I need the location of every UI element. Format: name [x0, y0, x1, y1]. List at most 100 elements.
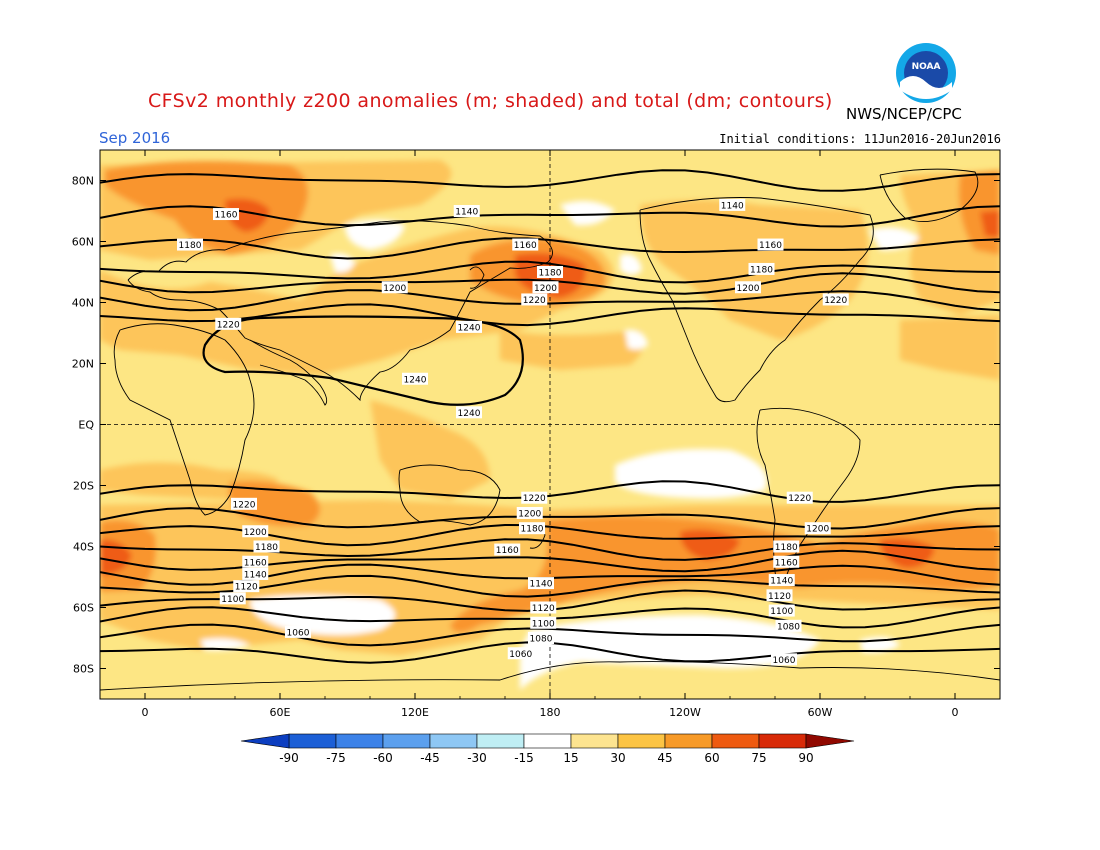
- contour-label: 1240: [404, 375, 427, 385]
- contour-label-bg: [775, 619, 802, 632]
- contour-label: 1200: [383, 284, 406, 294]
- contour-label: 1200: [534, 284, 557, 294]
- contour-label: 1160: [244, 558, 267, 568]
- coastlines: [100, 168, 1000, 691]
- noaa-logo-text: NOAA: [912, 62, 941, 72]
- lat-label: 60S: [73, 602, 94, 615]
- contour-label-bg: [242, 555, 269, 568]
- lat-label: EQ: [78, 419, 94, 432]
- contour-label-bg: [402, 372, 428, 385]
- colorbar-swatch: [476, 733, 525, 749]
- contour-label-bg: [766, 589, 793, 602]
- colorbar-over-arrow: [805, 733, 855, 749]
- colorbar-swatch: [570, 733, 619, 749]
- colorbar-swatch: [711, 733, 760, 749]
- contour-label: 1200: [244, 528, 267, 538]
- contour-label-bg: [786, 491, 813, 504]
- neutral-region: [625, 329, 648, 350]
- coast-arabia-india: [249, 339, 328, 406]
- contour-label-bg: [253, 540, 280, 553]
- contour-label-bg: [507, 647, 534, 660]
- lat-label: 40S: [73, 541, 94, 554]
- contour-label: 1200: [806, 525, 829, 535]
- contour-label: 1060: [287, 628, 310, 638]
- contour-label: 1120: [532, 604, 555, 614]
- contour-label-bg: [530, 616, 557, 629]
- colorbar-label: -75: [326, 751, 346, 765]
- contour-label-bg: [773, 540, 800, 553]
- contour-label-bg: [748, 262, 775, 275]
- lat-label: 80N: [72, 175, 94, 188]
- contour-label-bg: [516, 506, 543, 519]
- contour-label: 1160: [496, 546, 519, 556]
- contour-label: 1200: [518, 509, 541, 519]
- contour-label: 1200: [737, 284, 760, 294]
- contour-label-bg: [719, 198, 746, 211]
- contour-sh-line: [100, 538, 1000, 561]
- colorbar: -90 -75 -60 -45 -30 -15 15 30 45 60 75 90: [240, 733, 855, 765]
- contour-label: 1240: [458, 323, 481, 333]
- lon-label: 120E: [401, 706, 429, 719]
- contour-label: 1140: [530, 580, 553, 590]
- contour-label-bg: [757, 238, 784, 251]
- contour-label-bg: [528, 632, 554, 644]
- colorbar-swatch: [664, 733, 713, 749]
- contour-label-bg: [768, 604, 795, 617]
- contour-label-bg: [521, 293, 548, 306]
- contour-label: 1120: [768, 592, 791, 602]
- contour-label: 1160: [759, 241, 782, 251]
- contour-label-bg: [512, 238, 539, 251]
- neutral-region: [620, 254, 642, 275]
- contour-label-bg: [381, 281, 408, 294]
- map-grid: 80N 60N 40N 20N EQ 20S 40S 60S 80S 0 60E 120E 180 120…: [72, 149, 1001, 719]
- contour-label: 1140: [721, 201, 744, 211]
- colorbar-label: 75: [751, 751, 766, 765]
- contour-label-bg: [219, 592, 246, 605]
- lon-label: 180: [540, 706, 561, 719]
- contour-labels: 1160 1180 1200 1220 1240 1240 1240 1140 1160 1180…: [177, 198, 849, 666]
- contour-label-bg: [242, 525, 269, 538]
- shade-30-45: [900, 315, 1000, 380]
- contour-label-bg: [530, 601, 557, 614]
- contour-label-bg: [537, 266, 563, 278]
- lat-label: 60N: [72, 236, 94, 249]
- colorbar-label: -30: [467, 751, 487, 765]
- colorbar-label: -90: [279, 751, 299, 765]
- contour-label-bg: [242, 567, 269, 580]
- contour-label-bg: [528, 577, 554, 590]
- lon-label: 0: [142, 706, 149, 719]
- colorbar-swatch: [523, 733, 572, 749]
- contour-label: 1180: [539, 269, 562, 279]
- colorbar-label: -45: [420, 751, 440, 765]
- coast-australia: [398, 464, 501, 526]
- neutral-region: [615, 449, 767, 499]
- lon-label: 60E: [270, 706, 291, 719]
- contour-label-bg: [521, 491, 548, 504]
- contour-label-bg: [231, 497, 257, 510]
- contour-nh-line: [100, 169, 1000, 192]
- contour-nh-line: [100, 237, 1000, 260]
- contour-label: 1120: [235, 583, 258, 593]
- colorbar-label: 60: [704, 751, 719, 765]
- neutral-region: [870, 227, 920, 251]
- shade-30-45: [500, 330, 644, 370]
- agency-label: NWS/NCEP/CPC: [846, 105, 962, 123]
- contour-label-bg: [233, 580, 260, 593]
- contour-label-bg: [213, 208, 239, 221]
- contour-label: 1080: [530, 635, 553, 645]
- contour-label: 1180: [775, 543, 798, 553]
- coast-japan: [469, 266, 485, 289]
- contour-label: 1140: [455, 208, 478, 218]
- contour-label-bg: [822, 293, 849, 306]
- contour-label: 1060: [773, 656, 796, 666]
- coast-antarctica: [100, 661, 1000, 691]
- contour-label: 1240: [458, 409, 481, 419]
- contour-label: 1220: [824, 296, 847, 306]
- coast-africa: [113, 323, 255, 516]
- contour-label-bg: [532, 281, 559, 294]
- contour-label: 1100: [221, 595, 244, 605]
- contour-label-bg: [519, 522, 545, 535]
- noaa-logo: NOAA: [896, 43, 956, 103]
- contour-nh-line: [100, 289, 1000, 312]
